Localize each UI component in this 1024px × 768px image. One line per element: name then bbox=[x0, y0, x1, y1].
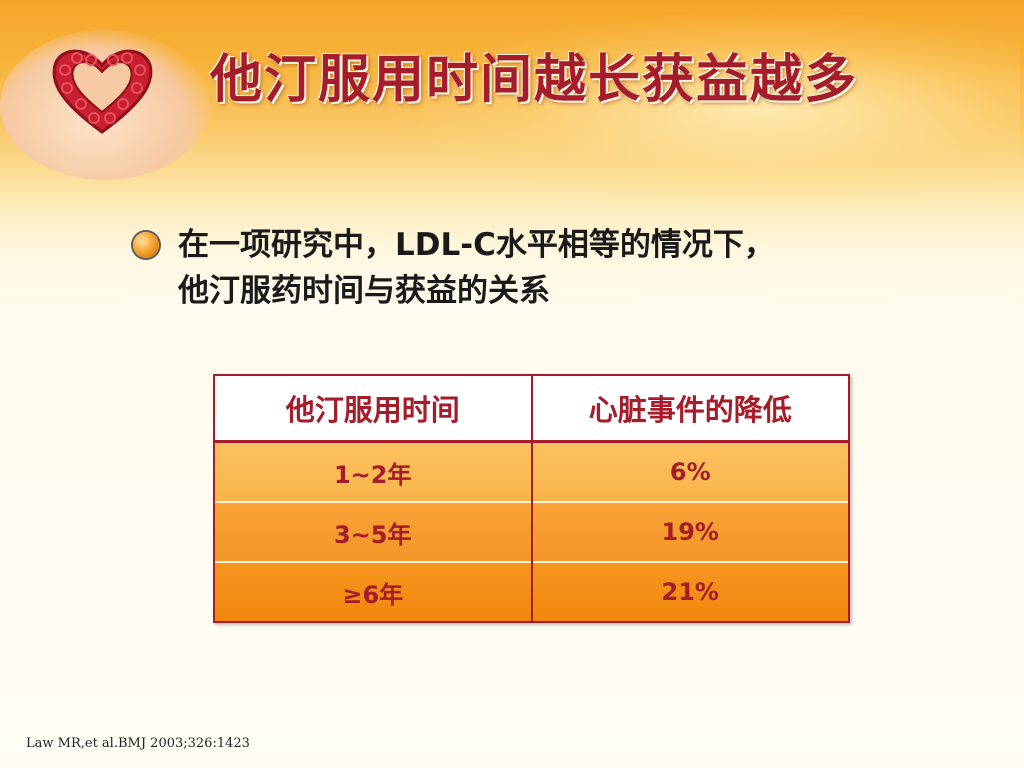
statin-duration-table: 他汀服用时间 心脏事件的降低 1~2年 6% 3~5年 19% ≥6年 21% bbox=[213, 374, 850, 623]
heart-knot-icon bbox=[52, 49, 153, 134]
table-row: 3~5年 19% bbox=[213, 502, 850, 562]
table-row: ≥6年 21% bbox=[213, 562, 850, 623]
header-duration: 他汀服用时间 bbox=[213, 374, 533, 443]
bullet-circle-icon bbox=[133, 232, 159, 258]
cell-duration: 1~2年 bbox=[213, 441, 533, 502]
cell-reduction: 6% bbox=[530, 441, 850, 502]
cell-reduction: 21% bbox=[530, 562, 850, 623]
citation: Law MR,et al.BMJ 2003;326:1423 bbox=[26, 736, 250, 751]
cell-duration: ≥6年 bbox=[213, 562, 533, 623]
intro-line-2: 他汀服药时间与获益的关系 bbox=[178, 273, 550, 309]
cell-duration: 3~5年 bbox=[213, 502, 533, 562]
table-row: 1~2年 6% bbox=[213, 441, 850, 502]
table-header-row: 他汀服用时间 心脏事件的降低 bbox=[213, 374, 850, 443]
background-glow bbox=[380, 10, 1020, 210]
cell-reduction: 19% bbox=[530, 502, 850, 562]
intro-text: 在一项研究中，LDL-C水平相等的情况下， 他汀服药时间与获益的关系 bbox=[178, 222, 998, 314]
intro-line-1: 在一项研究中，LDL-C水平相等的情况下， bbox=[178, 227, 775, 263]
slide-title: 他汀服用时间越长获益越多 bbox=[210, 50, 859, 110]
header-event-reduction: 心脏事件的降低 bbox=[530, 374, 850, 443]
